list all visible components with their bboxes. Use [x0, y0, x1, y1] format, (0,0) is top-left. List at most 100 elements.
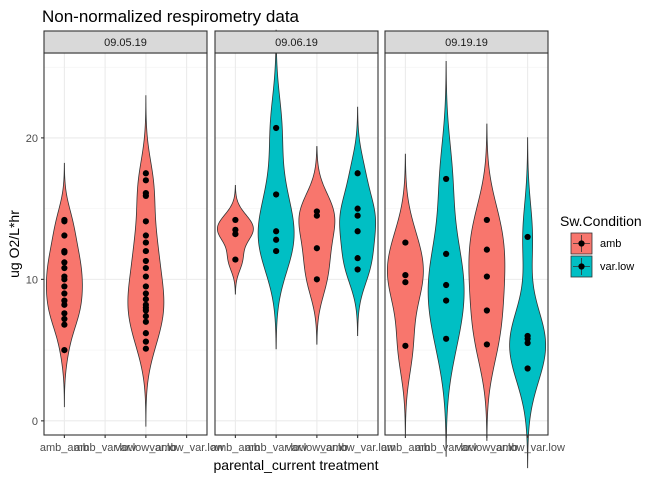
data-point: [443, 335, 450, 342]
data-point: [524, 365, 531, 372]
data-point: [443, 175, 450, 183]
data-point: [483, 307, 490, 314]
x-tick-label: amb_amb: [211, 442, 260, 454]
facet-strip-label: 09.05.19: [104, 37, 147, 49]
data-point: [61, 264, 68, 272]
facet-strip-label: 09.06.19: [275, 37, 318, 49]
data-point: [273, 124, 280, 132]
data-point: [61, 315, 68, 323]
data-point: [61, 297, 68, 304]
data-point: [61, 290, 68, 297]
data-point: [354, 212, 361, 219]
data-point: [142, 318, 149, 325]
x-tick-label: amb_amb: [40, 442, 89, 454]
data-point: [142, 290, 149, 297]
x-tick-label: amb_var.low: [74, 442, 136, 454]
data-point: [142, 345, 149, 352]
data-point: [443, 281, 450, 289]
facet-strip: [384, 30, 549, 54]
data-point: [142, 189, 149, 197]
facet-strip-label: 09.19.19: [445, 37, 488, 49]
data-point: [273, 191, 280, 198]
data-point: [354, 266, 361, 273]
data-point: [61, 273, 68, 280]
data-point: [61, 283, 68, 290]
data-point: [313, 208, 320, 215]
data-point: [273, 247, 280, 255]
data-point: [142, 218, 149, 225]
x-tick-label: amb_amb: [381, 442, 430, 454]
legend-point: [578, 240, 585, 247]
facet-strip: [214, 30, 379, 54]
violin-amb_amb-09.06.19: [216, 185, 254, 295]
data-point: [443, 297, 450, 304]
data-point: [232, 230, 239, 238]
violin-amb_amb-09.19.19: [386, 153, 424, 435]
legend-title: Sw.Condition: [560, 213, 642, 229]
violin-amb_var.low-09.06.19: [257, 29, 295, 350]
y-axis-title: ug O2/L*hr: [6, 210, 22, 278]
data-point: [61, 301, 68, 308]
data-point: [402, 239, 409, 246]
data-point: [232, 216, 239, 224]
data-point: [61, 321, 68, 328]
x-tick-label: var.low_var.low: [149, 442, 224, 454]
data-point: [142, 330, 149, 337]
data-point: [142, 296, 149, 303]
data-point: [142, 247, 149, 255]
legend: Sw.Condition amb var.low: [560, 213, 642, 278]
data-point: [142, 239, 149, 246]
violin-amb_var.low-09.19.19: [427, 60, 465, 457]
data-point: [524, 332, 531, 340]
data-point: [483, 273, 490, 280]
legend-label: amb: [600, 238, 621, 250]
violin-var.low_var.low-09.19.19: [509, 137, 547, 469]
data-point: [61, 259, 68, 266]
panels-layer: 09.05.19amb_ambamb_var.lowvar.low_ambvar…: [40, 29, 565, 469]
legend-key-var.low: var.low: [570, 255, 634, 278]
x-tick-label: amb_var.low: [245, 442, 307, 454]
data-point: [142, 283, 149, 290]
x-axis-title: parental_current treatment: [214, 457, 379, 473]
data-point: [142, 313, 149, 320]
data-point: [443, 250, 450, 258]
data-point: [273, 228, 280, 235]
data-point: [354, 205, 361, 212]
data-point: [142, 232, 149, 239]
x-tick-label: amb_var.low: [415, 442, 477, 454]
data-point: [483, 216, 490, 224]
data-point: [142, 170, 149, 177]
violin-var.low_amb-09.19.19: [468, 123, 506, 441]
x-tick-label: var.low_amb: [456, 442, 518, 454]
data-point: [483, 341, 490, 348]
data-point: [313, 276, 320, 283]
x-tick-label: var.low_amb: [286, 442, 348, 454]
y-tick-label: 10: [26, 274, 38, 286]
y-tick-label: 0: [32, 416, 38, 428]
data-point: [524, 233, 531, 241]
data-point: [232, 256, 239, 263]
facet-panel-2: 09.19.19 amb_ambamb_var.lowvar.low_ambvar…: [381, 30, 565, 469]
data-point: [61, 247, 68, 255]
data-point: [402, 342, 409, 349]
y-axis: 0 10 20: [26, 133, 44, 428]
chart-title: Non-normalized respirometry data: [42, 7, 300, 26]
data-point: [142, 338, 149, 345]
x-tick-label: var.low_var.low: [320, 442, 395, 454]
x-tick-label: var.low_amb: [115, 442, 177, 454]
data-point: [354, 255, 361, 262]
facet-panel-1: 09.06.19 amb_ambamb_var.lowvar.low_ambvar…: [211, 29, 395, 454]
data-point: [61, 310, 68, 317]
legend-key-amb: amb: [570, 232, 621, 255]
data-point: [61, 216, 68, 224]
data-point: [232, 226, 239, 233]
data-point: [483, 246, 490, 253]
data-point: [354, 170, 361, 177]
data-point: [61, 232, 68, 239]
data-point: [402, 272, 409, 279]
facet-strip: [43, 30, 208, 54]
x-tick-label: var.low_var.low: [490, 442, 565, 454]
facet-panel-0: 09.05.19 amb_ambamb_var.lowvar.low_ambvar…: [40, 30, 224, 454]
data-point: [524, 339, 531, 347]
data-point: [273, 236, 280, 243]
